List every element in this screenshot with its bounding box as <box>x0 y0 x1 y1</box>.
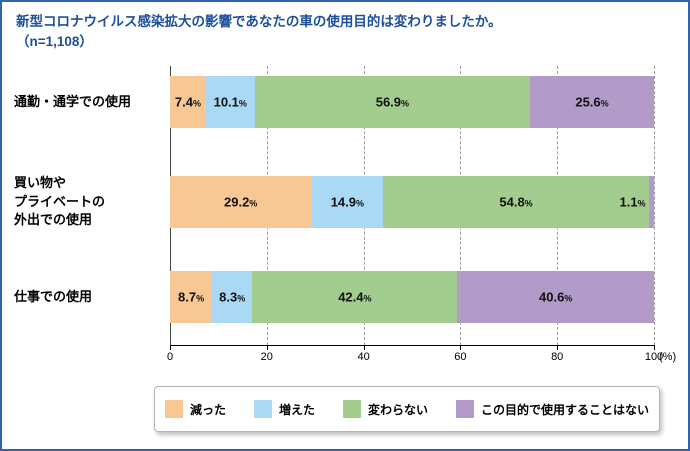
axis-tick <box>460 345 462 350</box>
axis-tick <box>363 345 365 350</box>
legend-label: 増えた <box>278 402 315 417</box>
bar-segment: 42.4% <box>252 271 458 323</box>
bar-segment: 25.6% <box>530 76 654 128</box>
axis-tick <box>557 345 559 350</box>
bar-segment: 40.6% <box>457 271 654 323</box>
axis-tick <box>654 345 655 350</box>
value-label: 29.2% <box>223 194 258 210</box>
category-label: 通勤・通学での使用 <box>14 93 132 109</box>
legend-item: 減った <box>164 400 226 418</box>
axis-tick-label: 60 <box>454 351 467 363</box>
value-label: 14.9% <box>330 194 365 210</box>
value-label: 7.4% <box>174 94 201 110</box>
bar-segment: 10.1% <box>205 76 255 128</box>
bar-segment: 56.9% <box>254 76 531 128</box>
value-label: 42.4% <box>338 289 372 305</box>
legend-swatch <box>164 400 183 418</box>
category-label: 買い物や プライベートの 外出での使用 <box>14 174 106 228</box>
value-label: 8.7% <box>178 289 205 305</box>
chart-title: 新型コロナウイルス感染拡大の影響であなたの車の使用目的は変わりましたか。 <box>16 14 502 29</box>
value-label: 56.9% <box>375 94 410 110</box>
axis-unit-label: (%) <box>659 351 677 363</box>
value-label: 25.6% <box>575 94 609 110</box>
axis-tick-label: 80 <box>551 351 564 363</box>
stacked-bar: 8.7% 8.3% 42.4% 40.6% <box>170 271 654 323</box>
stacked-bar: 29.2% 14.9% 54.8% 1.1% <box>170 176 654 228</box>
legend-item: この目的で使用することはない <box>456 400 649 418</box>
stacked-bar: 7.4% 10.1% 56.9% 25.6% <box>170 76 654 128</box>
legend-label: 変わらない <box>368 402 429 417</box>
category-labels-column: 通勤・通学での使用買い物や プライベートの 外出での使用仕事での使用 <box>14 66 162 346</box>
axis-tick-label: 100 <box>644 351 664 363</box>
bar-segment: 8.3% <box>212 271 253 323</box>
legend-label: 減った <box>189 402 226 417</box>
value-label: 1.1% <box>619 194 646 210</box>
legend-swatch <box>456 400 475 418</box>
bar-segment: 7.4% <box>170 76 206 128</box>
bar-segment: 54.8% <box>383 176 649 228</box>
stacked-bar-chart: 通勤・通学での使用買い物や プライベートの 外出での使用仕事での使用 (%) 0… <box>2 66 688 378</box>
value-label: 54.8% <box>499 194 533 210</box>
bar-segment: 1.1% <box>620 176 654 228</box>
bar-segment: 29.2% <box>170 176 312 228</box>
plot-area: (%) 0 20 40 60 80 100 7.4% 10.1% 56.9% 25.6% 29.2%… <box>167 66 676 363</box>
value-label: 8.3% <box>219 289 246 305</box>
value-label: 40.6% <box>539 289 573 305</box>
axis-tick-label: 0 <box>166 351 174 363</box>
bar-segment: 8.7% <box>170 271 213 323</box>
sample-size: （n=1,108） <box>16 33 93 49</box>
legend-label: この目的で使用することはない <box>481 402 650 417</box>
chart-header: 新型コロナウイルス感染拡大の影響であなたの車の使用目的は変わりましたか。 （n=… <box>2 2 688 51</box>
value-label: 10.1% <box>213 94 247 110</box>
legend: 減った 増えた 変わらない この目的で使用することはない <box>154 386 660 432</box>
axis-tick <box>266 345 268 350</box>
legend-swatch <box>253 400 272 418</box>
legend-item: 増えた <box>253 400 315 418</box>
legend-swatch <box>343 400 361 418</box>
axis-tick-label: 20 <box>260 351 273 363</box>
bar-segment: 14.9% <box>311 176 384 228</box>
category-label: 仕事での使用 <box>14 288 93 304</box>
axis-tick-label: 40 <box>357 351 370 363</box>
gridline <box>654 66 655 345</box>
legend-item: 変わらない <box>343 400 428 418</box>
axis-tick <box>170 345 171 350</box>
